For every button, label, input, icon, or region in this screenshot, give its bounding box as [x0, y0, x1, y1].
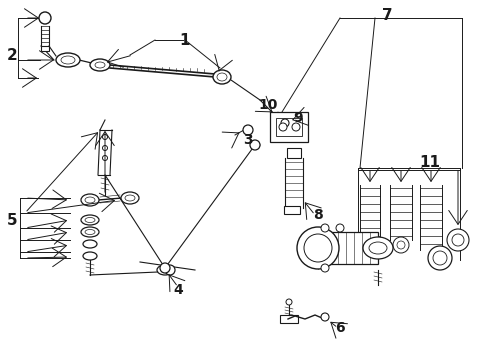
- Circle shape: [336, 224, 344, 232]
- Text: 11: 11: [419, 154, 441, 170]
- Ellipse shape: [81, 194, 99, 206]
- Circle shape: [393, 237, 409, 253]
- Ellipse shape: [121, 192, 139, 204]
- Ellipse shape: [85, 217, 95, 222]
- Ellipse shape: [56, 53, 80, 67]
- Bar: [280, 315, 298, 323]
- Text: 2: 2: [7, 48, 17, 63]
- Text: 1: 1: [180, 32, 190, 48]
- Text: 9: 9: [293, 111, 303, 125]
- Bar: [318, 232, 378, 264]
- Text: 10: 10: [258, 98, 278, 112]
- Ellipse shape: [297, 227, 339, 269]
- Circle shape: [250, 140, 260, 150]
- Text: 5: 5: [7, 212, 17, 228]
- Text: 7: 7: [382, 8, 392, 23]
- Circle shape: [286, 299, 292, 305]
- Ellipse shape: [447, 229, 469, 251]
- Ellipse shape: [125, 195, 135, 201]
- Ellipse shape: [95, 62, 105, 68]
- Circle shape: [321, 224, 329, 232]
- Circle shape: [281, 119, 289, 127]
- Ellipse shape: [452, 234, 464, 246]
- Circle shape: [102, 156, 107, 161]
- Bar: [287, 148, 301, 158]
- Ellipse shape: [304, 234, 332, 262]
- Text: 3: 3: [243, 133, 253, 147]
- Ellipse shape: [217, 73, 227, 81]
- Ellipse shape: [85, 230, 95, 234]
- Bar: [276, 118, 302, 136]
- Text: 4: 4: [173, 283, 183, 297]
- Circle shape: [292, 123, 300, 131]
- Circle shape: [39, 12, 51, 24]
- Circle shape: [102, 145, 107, 150]
- Ellipse shape: [428, 246, 452, 270]
- Ellipse shape: [369, 242, 387, 254]
- Ellipse shape: [157, 265, 173, 275]
- Ellipse shape: [213, 70, 231, 84]
- Bar: [358, 168, 460, 170]
- Ellipse shape: [85, 197, 95, 203]
- Circle shape: [397, 241, 405, 249]
- Bar: [284, 206, 300, 214]
- Circle shape: [160, 263, 170, 273]
- Ellipse shape: [83, 240, 97, 248]
- Ellipse shape: [61, 56, 75, 64]
- Ellipse shape: [363, 237, 393, 259]
- Ellipse shape: [81, 227, 99, 237]
- Ellipse shape: [90, 59, 110, 71]
- Circle shape: [243, 125, 253, 135]
- Bar: [270, 112, 308, 142]
- Circle shape: [321, 264, 329, 272]
- Ellipse shape: [81, 215, 99, 225]
- Text: 8: 8: [313, 208, 323, 222]
- Bar: [41, 46, 49, 51]
- Circle shape: [165, 265, 175, 275]
- Circle shape: [279, 123, 287, 131]
- Ellipse shape: [83, 252, 97, 260]
- Ellipse shape: [433, 251, 447, 265]
- Text: 6: 6: [335, 321, 345, 335]
- Circle shape: [321, 313, 329, 321]
- Circle shape: [102, 135, 107, 140]
